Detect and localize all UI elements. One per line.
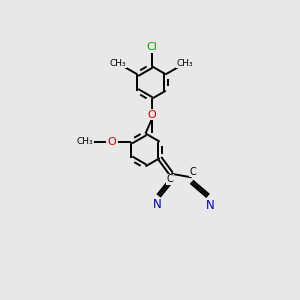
- Text: N: N: [153, 198, 162, 212]
- Text: N: N: [206, 199, 215, 212]
- Text: O: O: [107, 137, 116, 147]
- Text: CH₃: CH₃: [76, 137, 93, 146]
- Text: CH₃: CH₃: [177, 59, 194, 68]
- Text: C: C: [166, 174, 173, 184]
- Text: C: C: [190, 167, 196, 177]
- Text: O: O: [147, 110, 156, 120]
- Text: CH₃: CH₃: [110, 59, 126, 68]
- Text: Cl: Cl: [146, 42, 157, 52]
